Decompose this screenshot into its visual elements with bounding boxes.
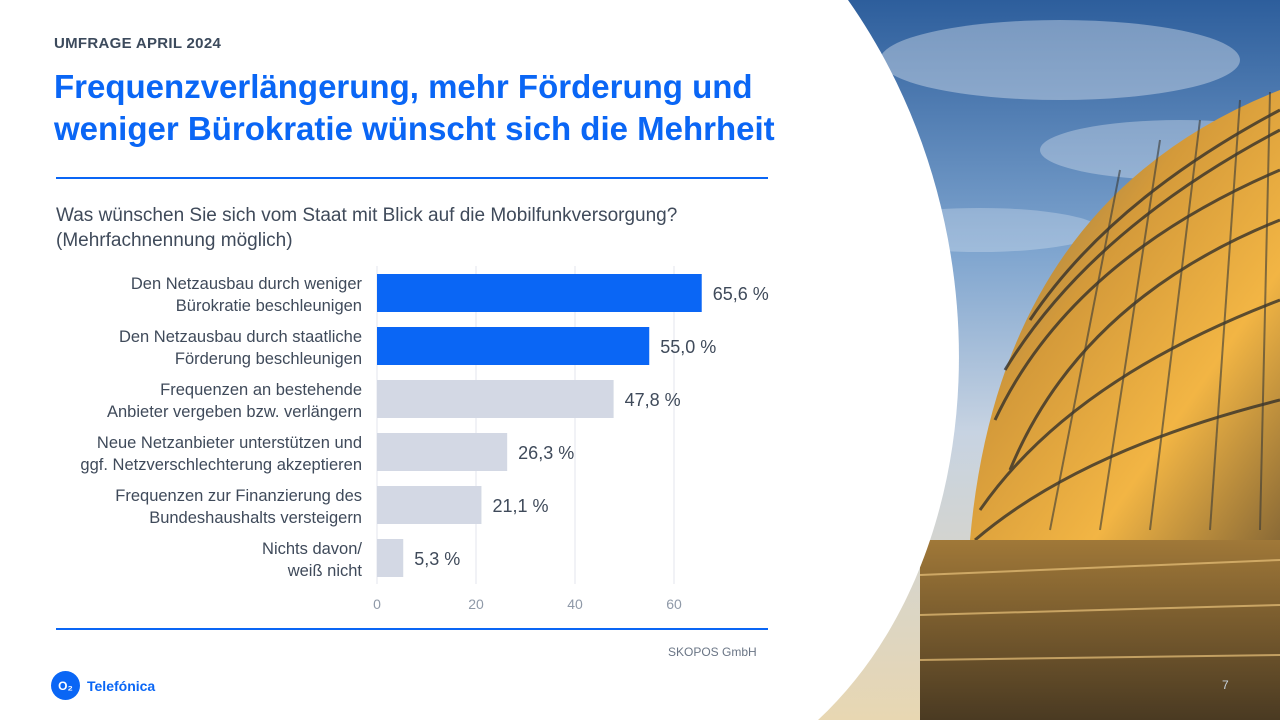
telefonica-logo: O₂ Telefónica bbox=[51, 671, 155, 700]
bar-value-label: 65,6 % bbox=[713, 284, 769, 304]
category-label: Frequenzen an bestehende bbox=[160, 381, 362, 399]
category-label: Bundeshaushalts versteigern bbox=[149, 509, 362, 527]
bottom-divider bbox=[56, 628, 768, 630]
category-label: Frequenzen zur Finanzierung des bbox=[115, 487, 362, 505]
bar bbox=[377, 327, 650, 365]
bar bbox=[377, 380, 614, 418]
category-label: Förderung beschleunigen bbox=[175, 350, 362, 368]
bar-value-label: 21,1 % bbox=[492, 496, 548, 516]
x-tick-label: 60 bbox=[666, 596, 682, 612]
question-line-2: (Mehrfachnennung möglich) bbox=[56, 230, 293, 251]
bar bbox=[377, 433, 508, 471]
category-label: Den Netzausbau durch staatliche bbox=[119, 328, 362, 346]
survey-question: Was wünschen Sie sich vom Staat mit Blic… bbox=[56, 203, 776, 253]
bar bbox=[377, 274, 702, 312]
survey-date-eyebrow: UMFRAGE APRIL 2024 bbox=[54, 35, 222, 52]
category-label: Den Netzausbau durch weniger bbox=[131, 275, 363, 293]
category-label: Nichts davon/ bbox=[262, 540, 362, 558]
bar-value-label: 55,0 % bbox=[660, 337, 716, 357]
category-label: Neue Netzanbieter unterstützen und bbox=[97, 434, 362, 452]
category-label: ggf. Netzverschlechterung akzeptieren bbox=[80, 456, 362, 474]
category-label: Anbieter vergeben bzw. verlängern bbox=[107, 403, 362, 421]
bar-value-label: 47,8 % bbox=[625, 390, 681, 410]
bar-value-label: 5,3 % bbox=[414, 549, 460, 569]
bar bbox=[377, 539, 404, 577]
top-divider bbox=[56, 177, 768, 179]
page-title: Frequenzverlängerung, mehr Förderung und… bbox=[54, 66, 874, 150]
bar-value-label: 26,3 % bbox=[518, 443, 574, 463]
bar-chart: 0 20 40 60 65,6 % Den Netzausbau durch wenige… bbox=[80, 266, 769, 612]
category-label: weiß nicht bbox=[287, 562, 363, 580]
category-label: Bürokratie beschleunigen bbox=[176, 297, 362, 315]
title-line-1: Frequenzverlängerung, mehr Förderung und bbox=[54, 68, 753, 105]
source-note: SKOPOS GmbH bbox=[668, 645, 757, 659]
o2-logo-icon: O₂ bbox=[51, 671, 80, 700]
brand-name: Telefónica bbox=[87, 677, 156, 694]
x-tick-label: 0 bbox=[373, 596, 381, 612]
x-tick-label: 20 bbox=[468, 596, 484, 612]
bar bbox=[377, 486, 482, 524]
question-line-1: Was wünschen Sie sich vom Staat mit Blic… bbox=[56, 205, 678, 226]
page-number: 7 bbox=[1222, 678, 1229, 692]
title-line-2: weniger Bürokratie wünscht sich die Mehr… bbox=[54, 110, 775, 147]
x-tick-label: 40 bbox=[567, 596, 583, 612]
